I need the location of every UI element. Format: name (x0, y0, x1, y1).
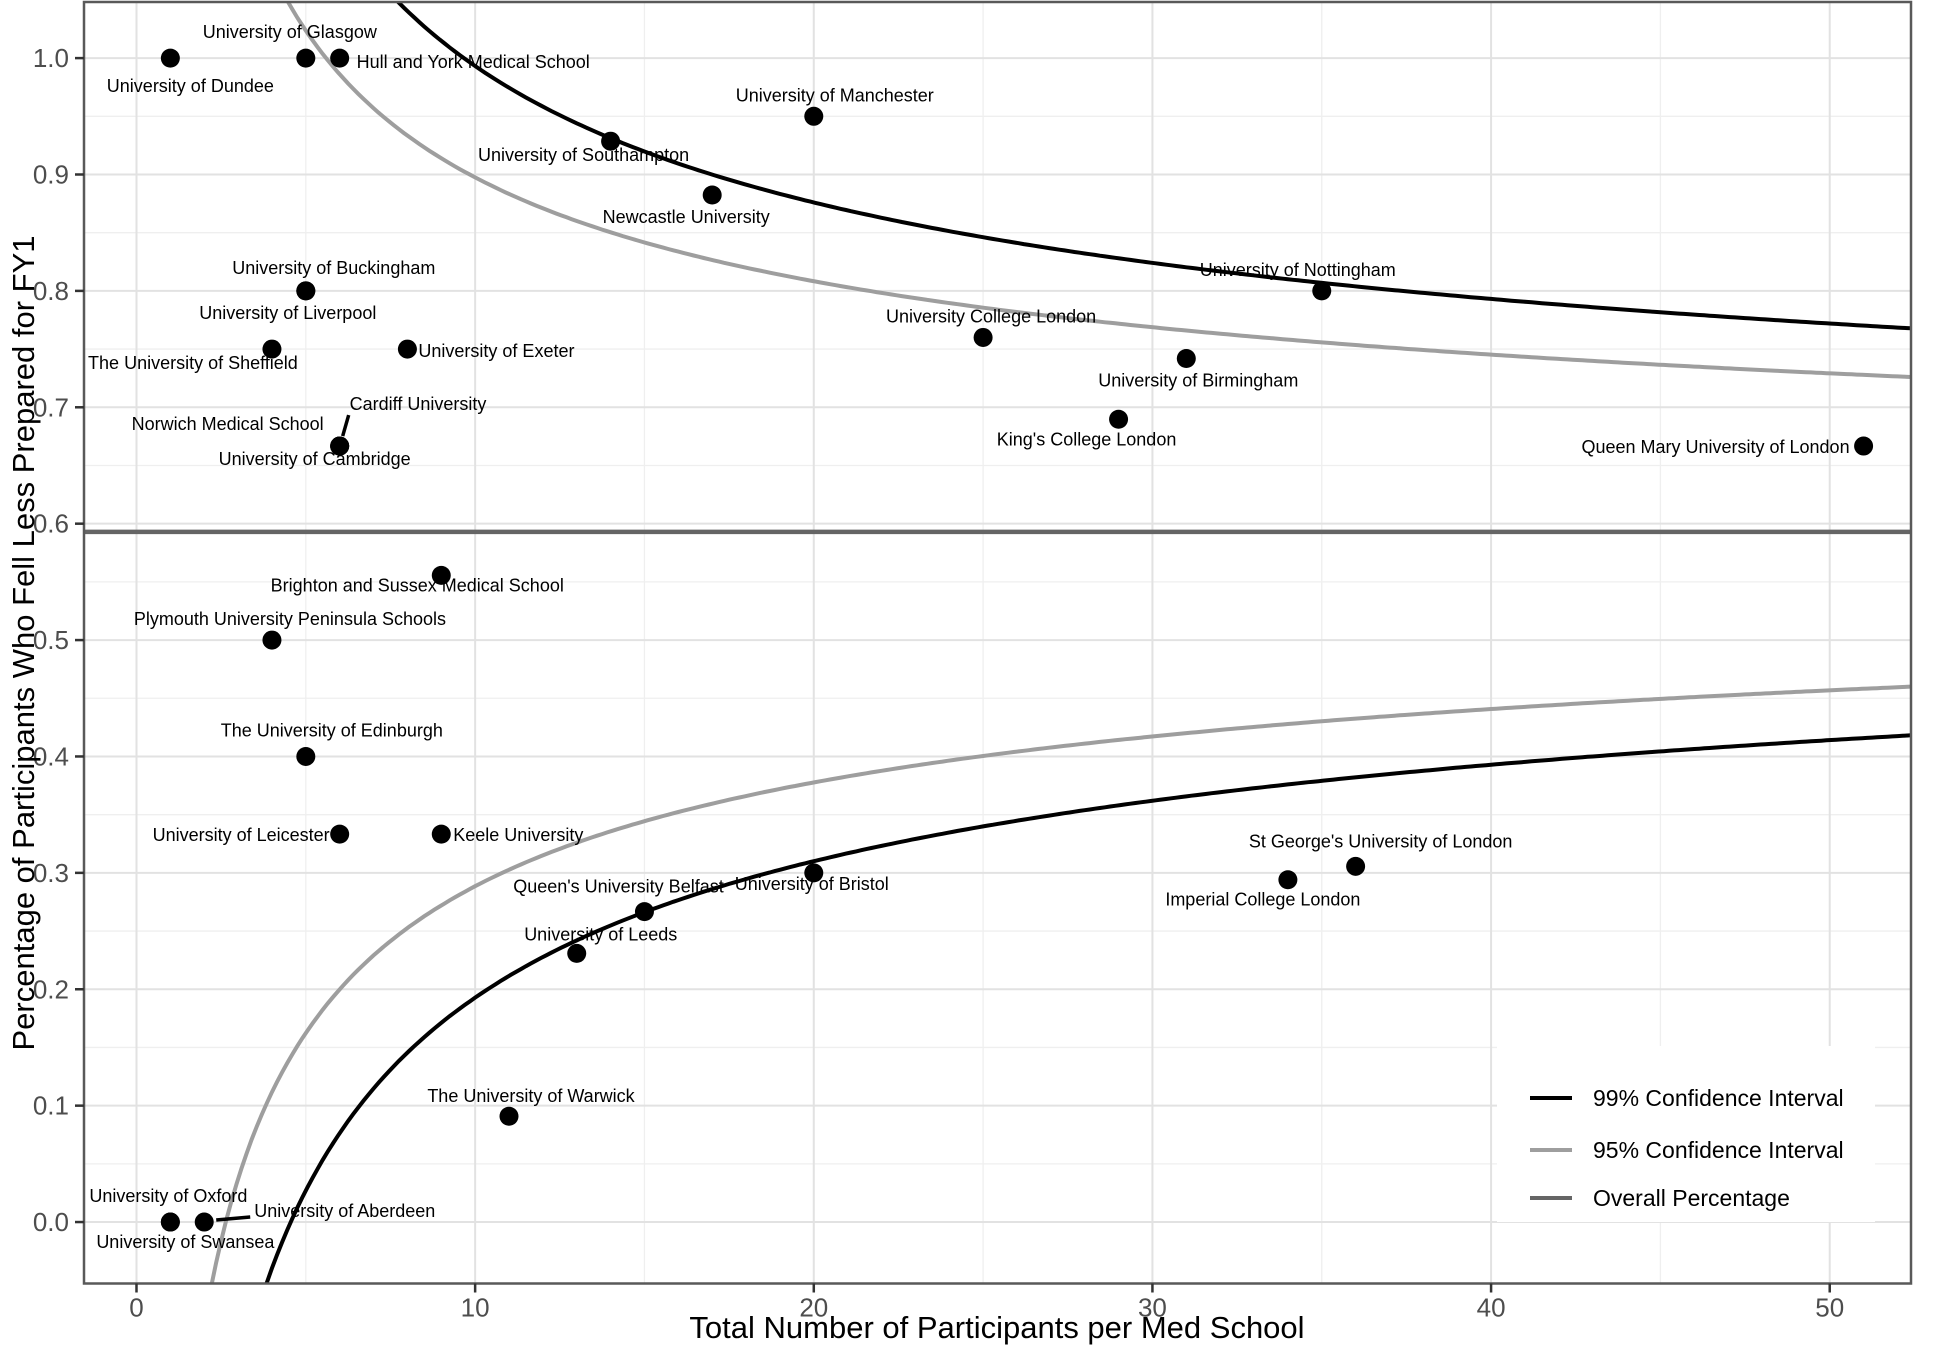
data-point (973, 327, 993, 347)
data-point (1278, 870, 1298, 890)
data-point (702, 185, 722, 205)
data-point (567, 943, 587, 963)
curve-95ci-lower (209, 684, 1911, 1284)
data-point-label: Queen's University Belfast (513, 877, 724, 897)
legend-label-95ci: 95% Confidence Interval (1593, 1137, 1844, 1163)
data-point-label: University of Manchester (736, 85, 934, 105)
y-tick-label: 0.9 (33, 159, 69, 189)
y-tick-label: 1.0 (33, 43, 69, 73)
label-leader-line (216, 1215, 251, 1222)
data-point-label: University of Aberdeen (254, 1201, 435, 1221)
data-point-label: The University of Sheffield (88, 353, 298, 373)
data-point (1312, 281, 1332, 301)
data-point-label: The University of Edinburgh (221, 720, 443, 740)
x-tick-label: 30 (1138, 1293, 1167, 1323)
data-point (1109, 409, 1129, 429)
data-point-label: University of Exeter (418, 341, 574, 361)
data-point (160, 48, 180, 68)
x-tick-label: 10 (461, 1293, 490, 1323)
panel-border-rect (82, 0, 1913, 1285)
x-tick-label: 40 (1477, 1293, 1506, 1323)
y-tick-label: 0.6 (33, 509, 69, 539)
data-point-label: University of Swansea (96, 1232, 275, 1252)
data-point (804, 863, 824, 883)
panel-border (82, 0, 1913, 1285)
data-point-label: University of Buckingham (232, 258, 435, 278)
data-point (1176, 349, 1196, 369)
data-point-label: University of Leicester (153, 825, 330, 845)
data-point (296, 746, 316, 766)
data-point-label: University of Southampton (478, 145, 689, 165)
data-point-label: University of Birmingham (1098, 371, 1298, 391)
axes: 0 10 20 30 40 50 0.0 0.1 0.2 0.3 0.4 0.5 0.6 0.7 0.8 0.… (33, 43, 1844, 1322)
x-tick-label: 20 (799, 1293, 828, 1323)
curve-99ci-upper (395, 2, 1911, 331)
curve-95ci-upper (285, 2, 1911, 380)
x-tick-label: 50 (1815, 1293, 1844, 1323)
data-point (499, 1106, 519, 1126)
data-point (431, 565, 451, 585)
data-point (296, 48, 316, 68)
data-point-label: Cardiff University (350, 394, 487, 414)
y-tick-label: 0.4 (33, 741, 69, 771)
data-point (601, 131, 621, 151)
data-point-label: Queen Mary University of London (1581, 437, 1849, 457)
legend: 99% Confidence Interval 95% Confidence I… (1497, 1046, 1875, 1222)
legend-label-overall: Overall Percentage (1593, 1185, 1790, 1211)
y-tick-label: 0.1 (33, 1091, 69, 1121)
data-point-label: Keele University (453, 825, 583, 845)
data-point-label: Imperial College London (1165, 890, 1360, 910)
y-axis-title: Percentage of Participants Who Fell Less… (6, 235, 41, 1050)
data-point-label: Brighton and Sussex Medical School (271, 575, 564, 595)
curve-99ci-lower (264, 733, 1911, 1284)
data-point-label: University of Oxford (89, 1186, 247, 1206)
data-point-label: University of Nottingham (1200, 260, 1396, 280)
data-point (262, 630, 282, 650)
data-point-label: Plymouth University Peninsula Schools (134, 609, 446, 629)
data-point-label: University of Dundee (107, 76, 274, 96)
y-tick-label: 0.7 (33, 392, 69, 422)
data-point-label: University College London (886, 306, 1096, 326)
data-point (330, 824, 350, 844)
data-point-label: University of Bristol (735, 874, 889, 894)
legend-background (1497, 1046, 1875, 1222)
data-point-label: King's College London (997, 429, 1177, 449)
y-tick-label: 0.3 (33, 858, 69, 888)
y-tick-label: 0.5 (33, 625, 69, 655)
data-point (194, 1212, 214, 1232)
y-tick-label: 0.2 (33, 974, 69, 1004)
y-tick-label: 0.0 (33, 1207, 69, 1237)
data-point-labels: University of Dundee University of Glasgo… (88, 22, 1850, 1252)
x-tick-label: 0 (129, 1293, 143, 1323)
x-axis-title: Total Number of Participants per Med Sch… (689, 1310, 1304, 1345)
data-point (804, 106, 824, 126)
legend-label-99ci: 99% Confidence Interval (1593, 1085, 1844, 1111)
label-leader-line (340, 414, 351, 437)
data-point (262, 339, 282, 359)
data-point (330, 48, 350, 68)
data-point-label: University of Glasgow (203, 22, 378, 42)
data-point (634, 902, 654, 922)
data-point (431, 824, 451, 844)
data-point (397, 339, 417, 359)
confidence-curves (84, 2, 1911, 1284)
data-point-label: University of Leeds (524, 924, 677, 944)
data-point-label: Norwich Medical School (132, 414, 324, 434)
data-point (296, 281, 316, 301)
data-points (160, 48, 1874, 1232)
data-point-label: University of Cambridge (219, 449, 411, 469)
data-point (330, 436, 350, 456)
data-point-label: St George's University of London (1249, 831, 1513, 851)
y-tick-label: 0.8 (33, 276, 69, 306)
data-point (160, 1212, 180, 1232)
data-point-label: Hull and York Medical School (357, 52, 590, 72)
data-point-label: Newcastle University (603, 207, 770, 227)
data-point (1346, 856, 1366, 876)
data-point (1854, 436, 1874, 456)
data-point-label: University of Liverpool (199, 303, 376, 323)
data-point-label: The University of Warwick (427, 1086, 635, 1106)
